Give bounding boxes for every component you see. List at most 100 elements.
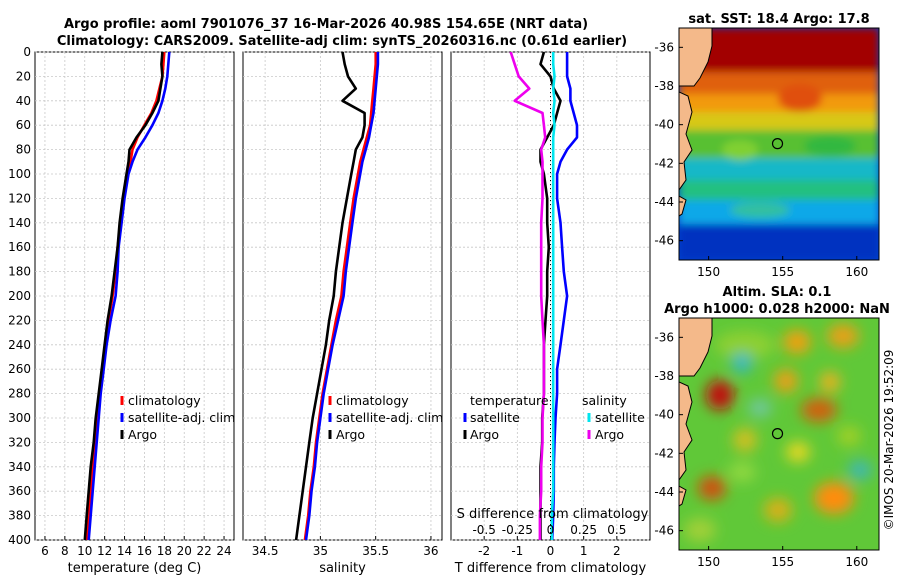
map-y-tick-label: -42 (654, 446, 674, 460)
land-tasmania-south (679, 485, 687, 507)
map-x-tick-label: 160 (845, 555, 868, 569)
x-tick-label: -1 (511, 544, 523, 558)
map-x-tick-label: 155 (771, 265, 794, 279)
map-y-tick-label: -46 (654, 234, 674, 248)
y-tick-label: 100 (8, 167, 31, 181)
x-tick-label: 12 (97, 544, 112, 558)
x2-tick-label: 0.5 (607, 523, 626, 537)
argo-position-marker (771, 138, 784, 150)
map-y-tick-label: -40 (654, 118, 674, 132)
map-axes-sla_map: 150 155 160 -36 -38 -40 -42 -44 -46 (654, 317, 880, 569)
y-tick-label: 80 (16, 143, 31, 157)
x-tick-label: 0 (547, 544, 555, 558)
x-tick-label: 35.5 (362, 544, 389, 558)
x-tick-label: 36 (423, 544, 438, 558)
title-line1: Argo profile: aoml 7901076_37 16-Mar-202… (64, 17, 588, 32)
argo-position-marker (771, 428, 784, 440)
legend-label-climatology: climatology (336, 393, 409, 408)
x2-axis-label: S difference from climatology (457, 507, 649, 522)
y-tick-label: 360 (8, 484, 31, 498)
sst-map-title: sat. SST: 18.4 Argo: 17.8 (688, 12, 869, 27)
map-y-tick-label: -36 (654, 40, 674, 54)
map-x-tick-label: 160 (845, 265, 868, 279)
x2-tick-label: -0.25 (502, 523, 533, 537)
legend-difference: temperature satellite Argo salinity sate… (463, 393, 645, 442)
map-axes-sst_map: 150 155 160 -36 -38 -40 -42 -44 -46 (654, 27, 880, 279)
y-tick-label: 260 (8, 362, 31, 376)
series-line-salinity-satellite (550, 52, 556, 540)
map-y-tick-label: -38 (654, 369, 674, 383)
y-tick-label: 60 (16, 118, 31, 132)
legend-salinity: climatology satellite-adj. clim Argo (328, 393, 443, 442)
map-x-tick-label: 155 (771, 555, 794, 569)
x-tick-label: 22 (197, 544, 212, 558)
y-tick-label: 400 (8, 533, 31, 547)
y-tick-label: 280 (8, 387, 31, 401)
x-tick-label: 35 (313, 544, 328, 558)
x-tick-label: 16 (137, 544, 152, 558)
x-tick-label: 34.5 (252, 544, 279, 558)
y-tick-label: 240 (8, 338, 31, 352)
x-axis-label: T difference from climatology (454, 561, 647, 576)
panel-salinity: 34.5 35 35.5 36 salinity (242, 51, 443, 576)
legend-label-climatology: climatology (128, 393, 201, 408)
series-line-argo (83, 52, 164, 540)
x-axis-label: temperature (deg C) (68, 561, 202, 576)
x-tick-label: 10 (77, 544, 92, 558)
map-y-tick-label: -36 (654, 330, 674, 344)
series-group (83, 52, 171, 540)
legend-label-satellite: satellite-adj. clim (336, 410, 443, 425)
series-line-salinity-argo (509, 52, 547, 540)
x2-tick-label: 0.25 (570, 523, 597, 537)
title-line2: Climatology: CARS2009. Satellite-adj cli… (57, 34, 627, 49)
y-tick-label: 200 (8, 289, 31, 303)
map-y-tick-label: -44 (654, 485, 674, 499)
land-tasmania-coast (679, 91, 693, 191)
x-tick-label: 14 (117, 544, 132, 558)
land-tasmania-south (679, 195, 687, 217)
legend-temperature-heading: temperature (470, 393, 549, 408)
x-tick-label: 1 (580, 544, 588, 558)
legend-salinity-heading: salinity (582, 393, 627, 408)
y-tick-label: 160 (8, 240, 31, 254)
legend-label-temp-argo: Argo (470, 427, 499, 442)
legend-label-sal-satellite: satellite (595, 410, 645, 425)
credit-timestamp: ©IMOS 20-Mar-2026 19:52:09 (882, 350, 896, 531)
map-y-tick-label: -38 (654, 79, 674, 93)
map-x-tick-label: 150 (697, 555, 720, 569)
sst-map (679, 28, 879, 260)
y-tick-label: 300 (8, 411, 31, 425)
y-tick-label: 340 (8, 460, 31, 474)
series-line-satellite-adj-clim (304, 52, 380, 540)
legend-label-argo: Argo (128, 427, 157, 442)
sla-map-subtitle: Argo h1000: 0.028 h2000: NaN (664, 302, 890, 317)
y-tick-label: 40 (16, 94, 31, 108)
x-tick-label: 24 (216, 544, 231, 558)
x2-tick-label: 0 (547, 523, 555, 537)
series-line-argo (294, 52, 366, 540)
y-tick-label: 20 (16, 69, 31, 83)
series-line-satellite-adj-clim (87, 52, 171, 540)
y-tick-label: 0 (23, 45, 31, 59)
y-tick-label: 180 (8, 265, 31, 279)
map-x-tick-label: 150 (697, 265, 720, 279)
legend-label-sal-argo: Argo (595, 427, 624, 442)
y-tick-label: 380 (8, 509, 31, 523)
x-tick-label: 8 (61, 544, 69, 558)
panel-temperature: 6 8 10 12 14 16 18 20 22 240204060801001201401601… (8, 45, 235, 576)
x-tick-label: 18 (157, 544, 172, 558)
map-y-tick-label: -40 (654, 408, 674, 422)
map-frame (678, 317, 880, 551)
legend-label-satellite: satellite-adj. clim (128, 410, 235, 425)
series-line-temperature-satellite (550, 52, 579, 540)
legend-temperature: climatology satellite-adj. clim Argo (120, 393, 235, 442)
x2-tick-label: -0.5 (472, 523, 495, 537)
x-tick-label: 6 (41, 544, 49, 558)
sla-map (679, 318, 879, 550)
map-y-tick-label: -42 (654, 156, 674, 170)
map-y-tick-label: -44 (654, 195, 674, 209)
x-tick-label: 20 (177, 544, 192, 558)
y-tick-label: 320 (8, 435, 31, 449)
sla-map-title: Altim. SLA: 0.1 (723, 285, 832, 300)
